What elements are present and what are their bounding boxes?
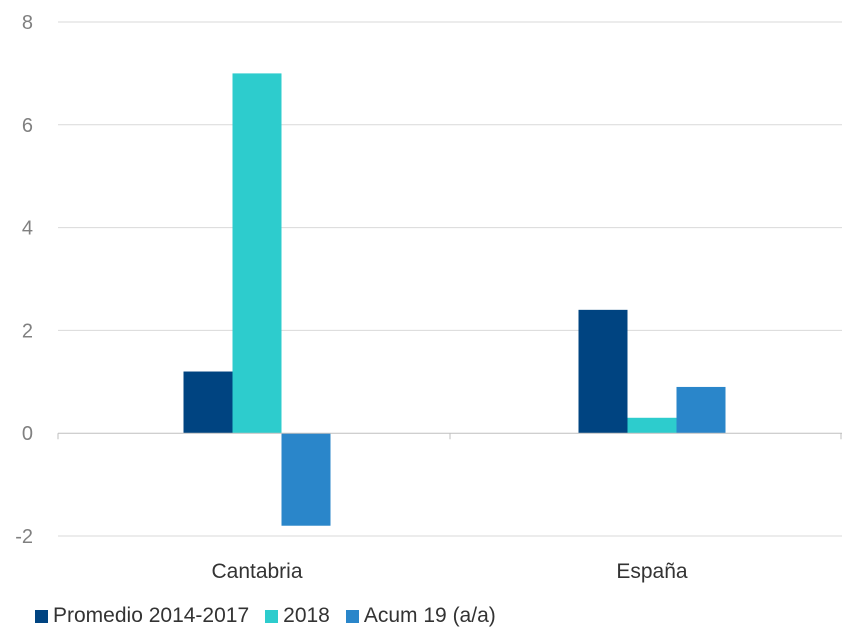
legend-item: Promedio 2014-2017 [35,604,249,628]
y-tick-label: 0 [22,423,33,445]
category-label: España [616,560,688,583]
legend: Promedio 2014-2017 2018 Acum 19 (a/a) [35,604,512,628]
legend-item: Acum 19 (a/a) [345,604,496,628]
bar [281,433,331,526]
y-tick-label: 2 [22,320,33,342]
bars [183,73,726,526]
y-tick-label: 6 [22,115,33,137]
bar [183,371,233,434]
legend-swatch [345,609,359,623]
category-labels: Cantabria España [211,560,687,583]
bar [578,309,628,434]
bar [232,73,282,434]
legend-label: 2018 [283,604,330,627]
bar [676,386,726,434]
legend-label: Promedio 2014-2017 [53,604,250,627]
gridlines [58,21,842,537]
legend-swatch [35,609,48,623]
y-axis-ticks: -2 0 2 4 6 8 [15,12,33,548]
y-tick-label: -2 [15,526,33,548]
bar [627,417,677,434]
x-axis [57,432,842,440]
y-tick-label: 8 [22,12,33,34]
legend-item: 2018 [265,604,330,628]
legend-swatch [265,609,279,623]
category-label: Cantabria [211,560,302,583]
y-tick-label: 4 [22,218,33,240]
legend-label: Acum 19 (a/a) [363,604,496,627]
